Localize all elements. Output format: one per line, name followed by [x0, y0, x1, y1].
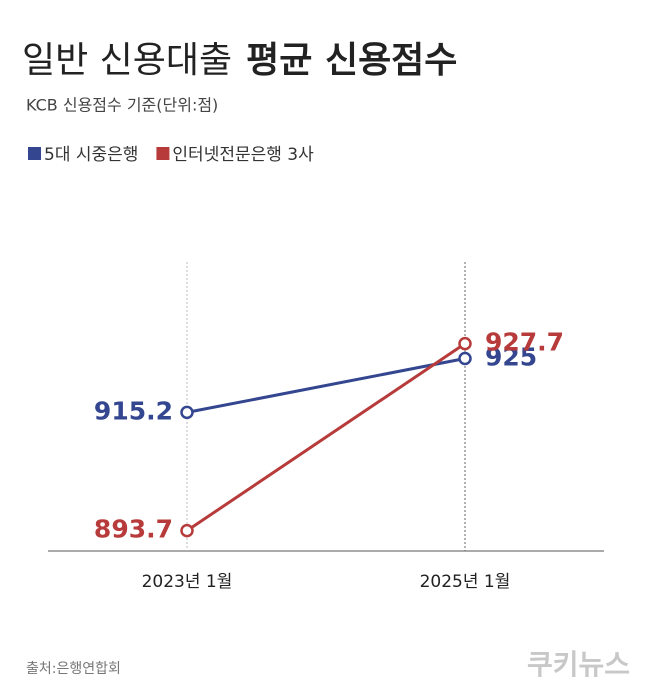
point [458, 336, 472, 351]
chart-title-bold: 평균 신용점수 [246, 40, 457, 81]
subtitle: KCB 신용점수 기준(단위:점) [26, 96, 218, 115]
data-label: 915.2 [94, 396, 173, 425]
point [458, 351, 472, 366]
point [180, 523, 194, 538]
point [180, 405, 194, 420]
legend-label: 인터넷전문은행 3사 [172, 145, 314, 165]
data-label: 927.7 [485, 328, 564, 357]
legend-swatch [156, 147, 170, 160]
data-label: 893.7 [94, 515, 173, 544]
logo: 쿠키뉴스 [527, 648, 630, 681]
source: 출처:은행연합회 [26, 661, 121, 677]
series-line [186, 342, 466, 532]
x-tick-label: 2025년 1월 [420, 572, 511, 592]
series-line [186, 357, 466, 414]
legend-swatch [28, 147, 41, 160]
legend-label: 5대 시중은행 [44, 145, 138, 165]
chart-title-light: 일반 신용대출 [22, 40, 232, 81]
x-tick-label: 2023년 1월 [142, 572, 233, 592]
data-label: 925 [485, 343, 537, 372]
